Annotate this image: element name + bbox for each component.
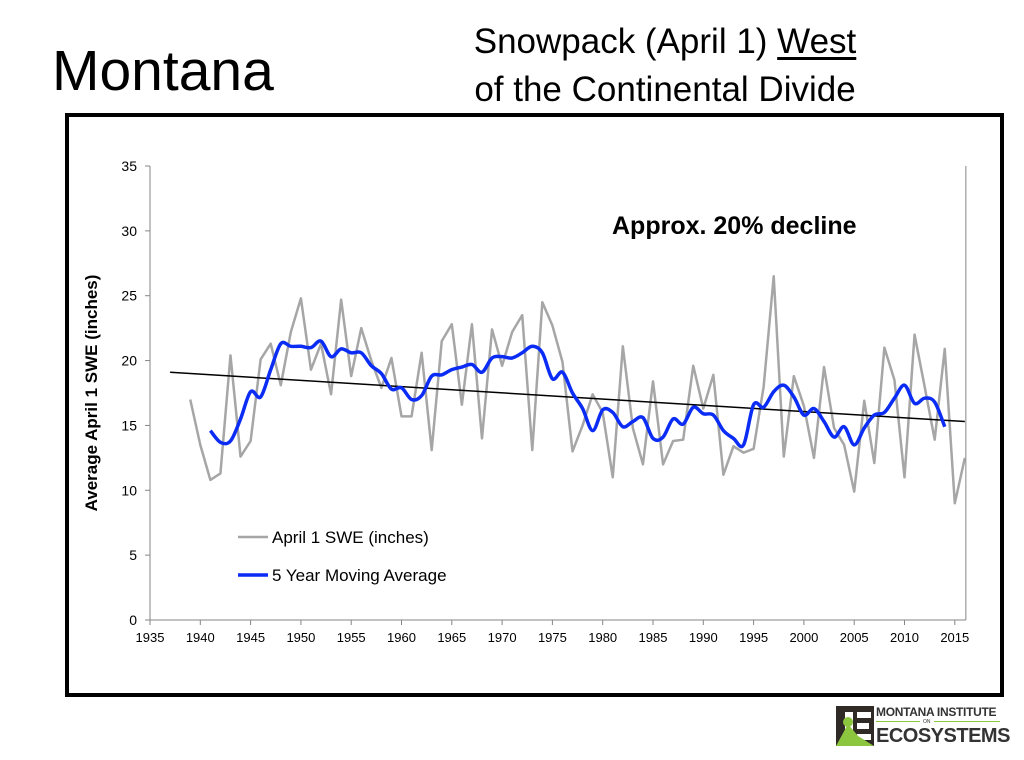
moving-average-line — [208, 339, 947, 449]
y-tick-label: 15 — [121, 417, 137, 433]
legend-label: April 1 SWE (inches) — [272, 528, 429, 547]
y-tick-label: 30 — [121, 223, 137, 239]
chart-title: Snowpack (April 1) West of the Continent… — [430, 18, 900, 114]
x-tick-label: 1950 — [286, 630, 315, 645]
x-tick-label: 1965 — [437, 630, 466, 645]
y-tick-label: 10 — [121, 482, 137, 498]
x-tick-label: 1980 — [588, 630, 617, 645]
y-axis-label: Average April 1 SWE (inches) — [82, 275, 101, 512]
logo-text-2: ECOSYSTEMS — [876, 725, 1010, 747]
x-tick-label: 1955 — [337, 630, 366, 645]
x-tick-label: 1940 — [186, 630, 215, 645]
x-tick-label: 2010 — [890, 630, 919, 645]
swe-line — [189, 275, 967, 505]
logo-text: MONTANA INSTITUTE — [876, 706, 997, 719]
x-tick-label: 2005 — [840, 630, 869, 645]
chart-frame — [65, 113, 1004, 697]
x-tick-label: 1935 — [136, 630, 165, 645]
x-tick-label: 1945 — [236, 630, 265, 645]
annotation: Approx. 20% decline — [612, 212, 857, 240]
title-underlined: West — [777, 22, 857, 61]
y-tick-label: 0 — [129, 612, 137, 628]
state-title: Montana — [52, 39, 274, 103]
logo-mark-icon — [836, 706, 874, 746]
x-tick-label: 1970 — [488, 630, 517, 645]
x-tick-label: 1975 — [538, 630, 567, 645]
y-tick-label: 5 — [129, 547, 137, 563]
x-tick-label: 1990 — [689, 630, 718, 645]
y-tick-label: 25 — [121, 288, 137, 304]
legend-label: 5 Year Moving Average — [272, 566, 447, 585]
x-tick-label: 1995 — [739, 630, 768, 645]
title-line2: of the Continental Divide — [474, 70, 856, 109]
logo-divider — [876, 721, 920, 722]
x-tick-label: 2000 — [789, 630, 818, 645]
trend-line — [170, 371, 965, 423]
x-tick-label: 1960 — [387, 630, 416, 645]
x-tick-label: 1985 — [639, 630, 668, 645]
title-part: Snowpack (April 1) — [473, 22, 778, 61]
y-tick-label: 35 — [121, 158, 137, 174]
x-tick-label: 2015 — [940, 630, 969, 645]
logo: MONTANA INSTITUTE ON ECOSYSTEMS — [836, 706, 1010, 748]
logo-text-on: ON — [923, 719, 931, 725]
y-tick-label: 20 — [121, 353, 137, 369]
logo-divider-right — [934, 721, 1000, 722]
